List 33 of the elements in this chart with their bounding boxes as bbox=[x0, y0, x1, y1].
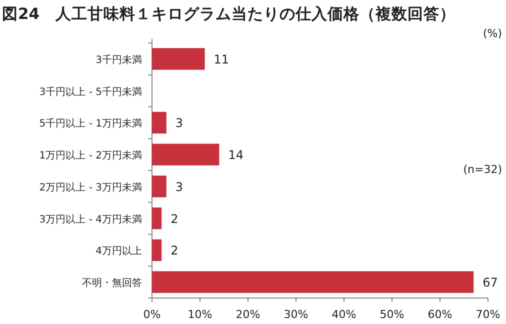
x-tick-label: 50% bbox=[380, 308, 404, 321]
bar bbox=[152, 144, 220, 166]
x-tick-label: 70% bbox=[476, 308, 500, 321]
data-label: 2 bbox=[170, 244, 178, 258]
chart-title: 図24 人工甘味料１キログラム当たりの仕入価格（複数回答） bbox=[2, 5, 456, 23]
y-tick-label: 5千円以上 - 1万円未満 bbox=[39, 118, 142, 130]
y-tick-label: 4万円以上 bbox=[96, 245, 142, 258]
y-tick-label: 2万円以上 - 3万円未満 bbox=[39, 181, 142, 194]
bar bbox=[152, 271, 474, 293]
x-tick-label: 30% bbox=[284, 308, 308, 321]
data-label: 14 bbox=[228, 148, 244, 162]
data-label: 2 bbox=[170, 212, 178, 226]
bar bbox=[152, 176, 166, 198]
y-tick-label: 1万円以上 - 2万円未満 bbox=[39, 150, 142, 162]
bar bbox=[152, 48, 205, 70]
annotation: (n=32) bbox=[463, 163, 502, 176]
data-label: 11 bbox=[214, 52, 230, 66]
y-tick-label: 3万円以上 - 4万円未満 bbox=[39, 213, 142, 226]
x-tick-label: 10% bbox=[188, 308, 212, 321]
bar bbox=[152, 207, 162, 230]
x-tick-label: 0% bbox=[143, 308, 161, 321]
x-tick-label: 40% bbox=[332, 308, 356, 321]
data-label: 3 bbox=[175, 180, 184, 194]
data-label: 67 bbox=[482, 276, 498, 290]
bar bbox=[152, 239, 162, 262]
x-tick-label: 60% bbox=[428, 308, 452, 321]
y-tick-label: 3千円以上 - 5千円未満 bbox=[39, 86, 142, 98]
data-label: 3 bbox=[175, 116, 184, 130]
y-tick-label: 3千円未満 bbox=[96, 54, 142, 66]
x-tick-label: 20% bbox=[236, 308, 260, 321]
bar bbox=[152, 112, 166, 134]
annotation: (%) bbox=[482, 27, 502, 40]
y-tick-label: 不明・無回答 bbox=[82, 277, 142, 290]
